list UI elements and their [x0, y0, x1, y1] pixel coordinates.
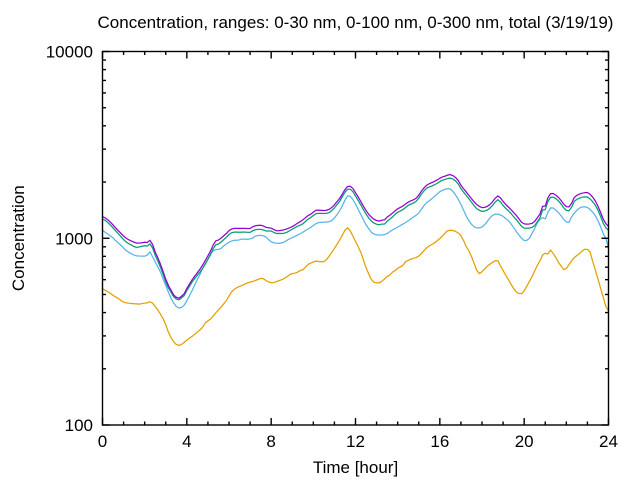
- y-tick-label: 1000: [55, 229, 93, 248]
- chart-title: Concentration, ranges: 0-30 nm, 0-100 nm…: [98, 13, 614, 32]
- x-tick-label: 0: [98, 432, 107, 451]
- series-line-total: [101, 174, 610, 299]
- plot-border-and-ticks: [101, 50, 610, 426]
- series-line-0-300-nm: [101, 177, 610, 301]
- y-tick-label: 100: [65, 416, 93, 435]
- y-axis-label: Concentration: [9, 185, 28, 291]
- axis-tick-labels: 0 4 8 12 16 20 24 100 1000 10000: [46, 43, 618, 452]
- series-line-0-30-nm: [101, 227, 610, 346]
- x-tick-label: 8: [266, 432, 275, 451]
- chart-series-lines: [101, 174, 610, 346]
- series-line-0-100-nm: [101, 187, 610, 309]
- plot-border: [101, 50, 610, 426]
- x-tick-label: 12: [346, 432, 365, 451]
- x-tick-label: 4: [182, 432, 191, 451]
- x-tick-label: 20: [515, 432, 534, 451]
- x-tick-label: 24: [599, 432, 618, 451]
- x-tick-label: 16: [430, 432, 449, 451]
- y-tick-label: 10000: [46, 43, 93, 62]
- x-axis-label: Time [hour]: [313, 458, 398, 477]
